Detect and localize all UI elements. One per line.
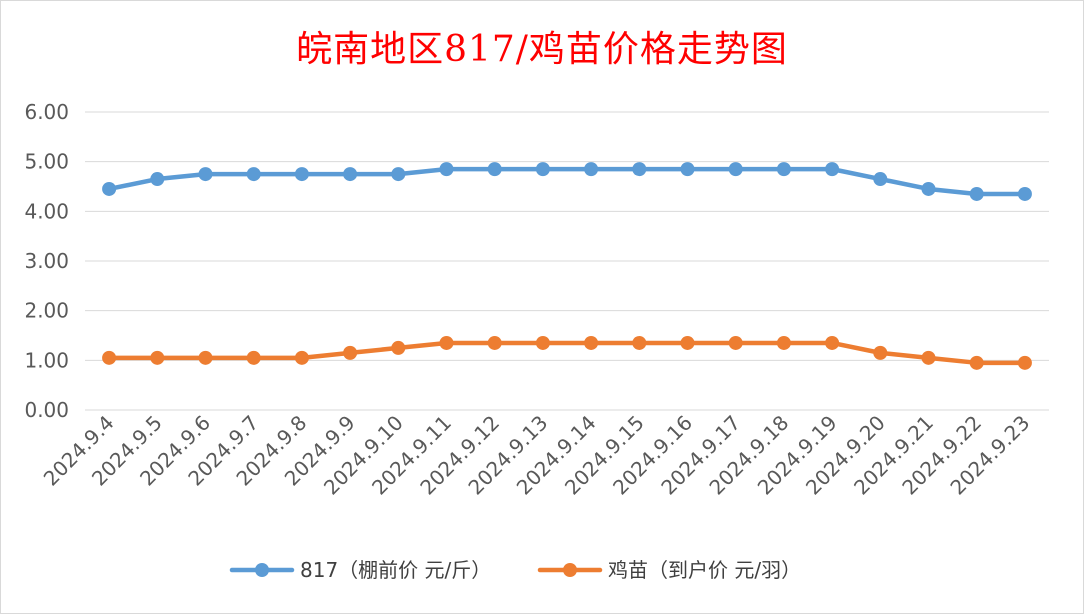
legend-item: 817（棚前价 元/斤）	[229, 558, 491, 582]
data-point	[921, 350, 936, 365]
data-point	[102, 181, 117, 196]
data-point	[150, 172, 165, 187]
series-2	[102, 335, 1032, 370]
series-line	[106, 340, 1028, 366]
data-point	[487, 335, 502, 350]
x-axis-ticks: 2024.9.42024.9.52024.9.62024.9.72024.9.8…	[39, 411, 1035, 500]
series-layer	[102, 162, 1032, 370]
data-point	[487, 162, 502, 177]
chart-title: 皖南地区817/鸡苗价格走势图	[296, 29, 788, 70]
data-point	[198, 167, 213, 182]
gridlines	[85, 111, 1049, 411]
data-point	[1017, 186, 1032, 201]
data-point	[150, 350, 165, 365]
y-tick-label: 6.00	[24, 100, 69, 124]
data-point	[873, 172, 888, 187]
data-point	[825, 335, 840, 350]
data-point	[728, 335, 743, 350]
data-point	[535, 162, 550, 177]
data-point	[969, 186, 984, 201]
data-point	[439, 335, 454, 350]
data-point	[632, 162, 647, 177]
data-point	[439, 162, 454, 177]
data-point	[391, 167, 406, 182]
series-1	[102, 162, 1032, 201]
legend-swatch-marker	[255, 563, 269, 577]
y-tick-label: 0.00	[24, 398, 69, 422]
y-tick-label: 4.00	[24, 199, 69, 223]
data-point	[873, 345, 888, 360]
y-tick-label: 1.00	[24, 348, 69, 372]
data-point	[198, 350, 213, 365]
legend: 817（棚前价 元/斤） 鸡苗（到户价 元/羽）	[229, 558, 801, 582]
data-point	[294, 350, 309, 365]
data-point	[632, 335, 647, 350]
y-tick-label: 3.00	[24, 249, 69, 273]
data-point	[102, 350, 117, 365]
y-tick-label: 5.00	[24, 150, 69, 174]
y-axis-ticks: 0.00 1.00 2.00 3.00 4.00 5.00 6.00	[24, 100, 69, 422]
data-point	[535, 335, 550, 350]
data-point	[776, 162, 791, 177]
data-point	[391, 340, 406, 355]
data-point	[246, 167, 261, 182]
data-point	[343, 345, 358, 360]
series-line	[106, 166, 1028, 197]
legend-swatch-marker	[563, 563, 577, 577]
data-point	[680, 162, 695, 177]
data-point	[584, 162, 599, 177]
data-point	[776, 335, 791, 350]
data-point	[825, 162, 840, 177]
data-point	[921, 181, 936, 196]
data-point	[246, 350, 261, 365]
legend-label: 817（棚前价 元/斤）	[300, 558, 491, 582]
data-point	[680, 335, 695, 350]
data-point	[294, 167, 309, 182]
data-point	[343, 167, 358, 182]
legend-item: 鸡苗（到户价 元/羽）	[537, 558, 801, 582]
y-tick-label: 2.00	[24, 299, 69, 323]
data-point	[969, 355, 984, 370]
data-point	[728, 162, 743, 177]
data-point	[584, 335, 599, 350]
data-point	[1017, 355, 1032, 370]
legend-label: 鸡苗（到户价 元/羽）	[608, 558, 801, 582]
